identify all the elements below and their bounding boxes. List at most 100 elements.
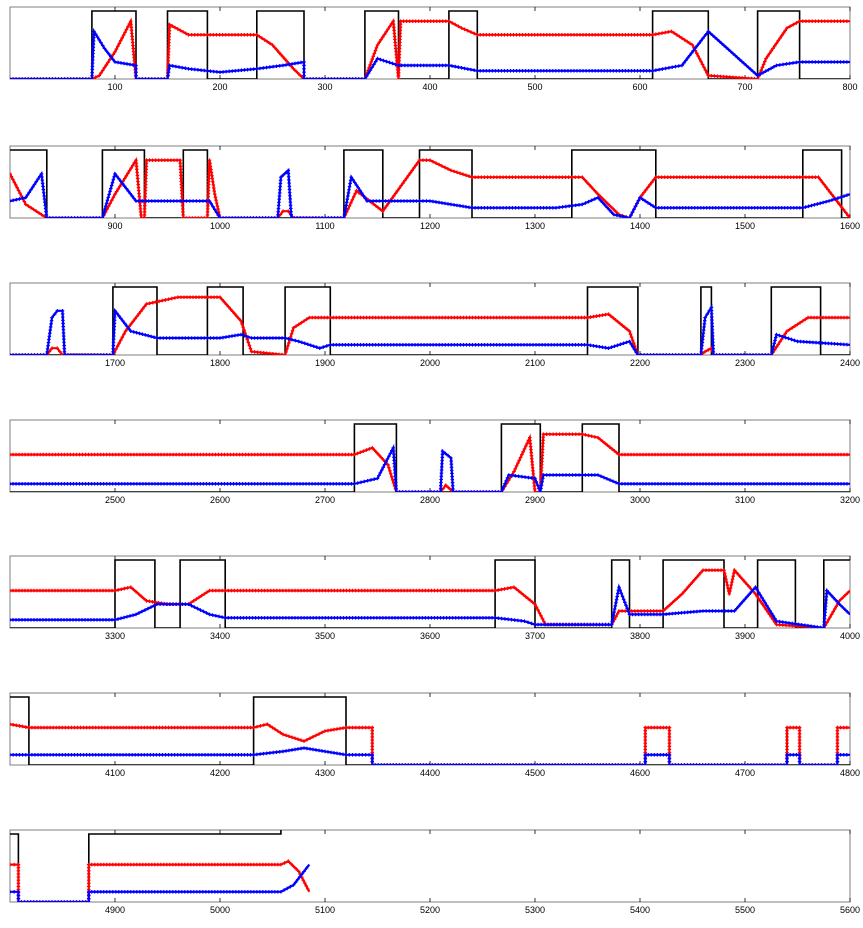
series-marker: [289, 216, 294, 218]
series-marker: [357, 77, 361, 79]
series-marker: [167, 37, 171, 42]
series-marker: [620, 323, 625, 328]
series-marker: [159, 862, 163, 867]
series-marker: [50, 452, 55, 457]
series-marker: [250, 588, 255, 593]
series-marker: [197, 595, 201, 600]
series-marker: [670, 65, 674, 70]
series-marker: [523, 763, 528, 765]
series-marker: [700, 62, 705, 67]
series-marker: [118, 753, 122, 757]
series-marker: [472, 616, 476, 620]
series-marker: [136, 592, 141, 596]
series-marker: [189, 67, 194, 71]
series-marker: [286, 174, 291, 179]
series-marker: [523, 175, 527, 179]
series-marker: [544, 206, 549, 210]
series-marker: [90, 67, 95, 72]
series-marker: [239, 216, 244, 218]
series-marker: [177, 452, 181, 457]
series-marker: [496, 490, 501, 492]
series-marker: [264, 482, 269, 486]
series-marker: [429, 490, 433, 492]
series-marker: [405, 616, 409, 620]
series-marker: [707, 609, 712, 613]
series-marker: [779, 337, 784, 341]
series-marker: [167, 336, 172, 340]
series-marker: [127, 753, 131, 757]
series-marker: [379, 468, 384, 472]
series-marker: [620, 69, 625, 73]
series-marker: [29, 77, 34, 79]
series-marker: [106, 195, 111, 200]
series-marker: [220, 297, 224, 302]
series-marker: [724, 763, 729, 765]
series-marker: [111, 177, 116, 182]
series-marker: [469, 763, 474, 765]
series-marker: [585, 622, 589, 627]
series-marker: [308, 588, 312, 593]
series-marker: [381, 616, 385, 620]
series-marker: [51, 753, 55, 757]
series-marker: [211, 204, 215, 209]
series-marker: [135, 170, 139, 175]
series-marker: [214, 201, 219, 205]
series-marker: [540, 453, 545, 458]
series-marker: [797, 738, 802, 742]
series-marker: [156, 452, 160, 457]
series-marker: [365, 478, 370, 483]
series-marker: [80, 900, 85, 902]
series-marker: [92, 890, 97, 894]
series-marker: [529, 447, 533, 452]
series-marker: [835, 60, 840, 64]
series-marker: [425, 343, 429, 347]
series-marker: [91, 216, 95, 218]
series-marker: [728, 75, 732, 79]
series-marker: [373, 315, 378, 320]
series-marker: [140, 890, 145, 894]
series-marker: [296, 737, 300, 742]
series-marker: [619, 591, 624, 596]
series-marker: [398, 40, 402, 45]
series-marker: [125, 890, 130, 894]
series-marker: [780, 334, 785, 339]
series-marker: [710, 330, 715, 335]
series-marker: [229, 616, 234, 620]
series-marker: [349, 452, 354, 457]
series-marker: [621, 341, 626, 346]
series-marker: [567, 432, 572, 436]
series-marker: [370, 728, 375, 733]
series-marker: [287, 341, 291, 345]
series-marker: [660, 67, 665, 71]
series-marker: [439, 468, 444, 472]
series-marker: [532, 33, 537, 37]
series-marker: [370, 744, 375, 749]
series-marker: [125, 862, 130, 867]
series-group: [10, 830, 311, 902]
series-marker: [529, 175, 533, 179]
series-marker: [667, 747, 672, 752]
series-marker: [339, 216, 343, 218]
series-marker: [131, 862, 136, 867]
series-marker: [320, 77, 325, 79]
series-marker: [304, 884, 309, 888]
series-marker: [134, 862, 139, 867]
series-marker: [92, 353, 96, 355]
series-marker: [187, 216, 192, 218]
series-marker: [195, 862, 199, 867]
series-marker: [72, 216, 77, 218]
series-marker: [825, 588, 829, 593]
series-marker: [648, 202, 653, 207]
series-marker: [496, 69, 501, 73]
series-marker: [563, 622, 568, 627]
series-marker: [687, 53, 692, 58]
series-marker: [367, 315, 372, 320]
series-marker: [535, 763, 540, 765]
series-marker: [361, 449, 366, 453]
series-marker: [232, 616, 237, 620]
series-marker: [186, 862, 190, 867]
series-marker: [793, 622, 798, 626]
series-marker: [121, 319, 125, 323]
series-marker: [268, 351, 272, 355]
series-marker: [163, 298, 168, 302]
